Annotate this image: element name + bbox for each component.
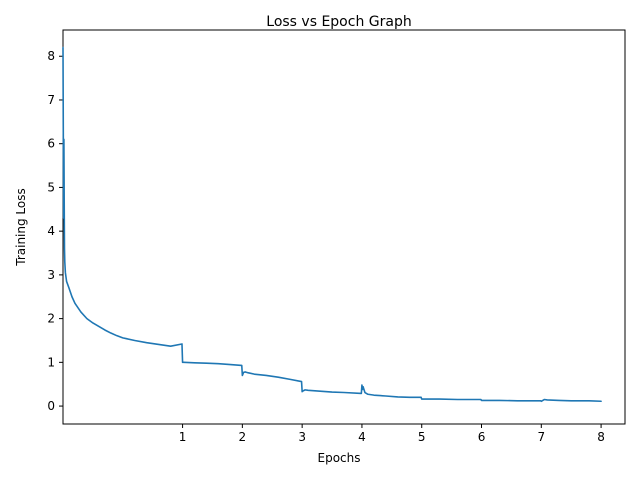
x-tick-label: 8 [597,430,605,444]
y-tick-label: 6 [47,137,55,151]
y-tick-label: 2 [47,312,55,326]
chart-title: Loss vs Epoch Graph [266,14,411,30]
series-layer [62,46,602,403]
y-tick-label: 3 [47,268,55,282]
plot-frame [62,29,626,425]
y-tick-label: 5 [47,180,55,194]
y-tick-label: 1 [47,355,55,369]
x-tick-label: 5 [418,430,426,444]
y-tick-label: 4 [47,224,55,238]
y-axis: 0 1 2 3 4 5 6 7 8 [47,49,63,413]
y-axis-title: Training Loss [14,188,28,266]
x-tick-label: 3 [298,430,306,444]
x-axis: 1 2 3 4 5 6 7 8 [179,424,605,444]
y-tick-label: 0 [47,399,55,413]
y-tick-label: 8 [47,49,55,63]
x-tick-label: 7 [537,430,545,444]
x-axis-title: Epochs [318,451,361,465]
x-tick-label: 1 [179,430,187,444]
x-tick-label: 2 [239,430,247,444]
x-tick-label: 4 [358,430,366,444]
y-tick-label: 7 [47,93,55,107]
loss-series-line [62,46,602,403]
x-tick-label: 6 [478,430,486,444]
